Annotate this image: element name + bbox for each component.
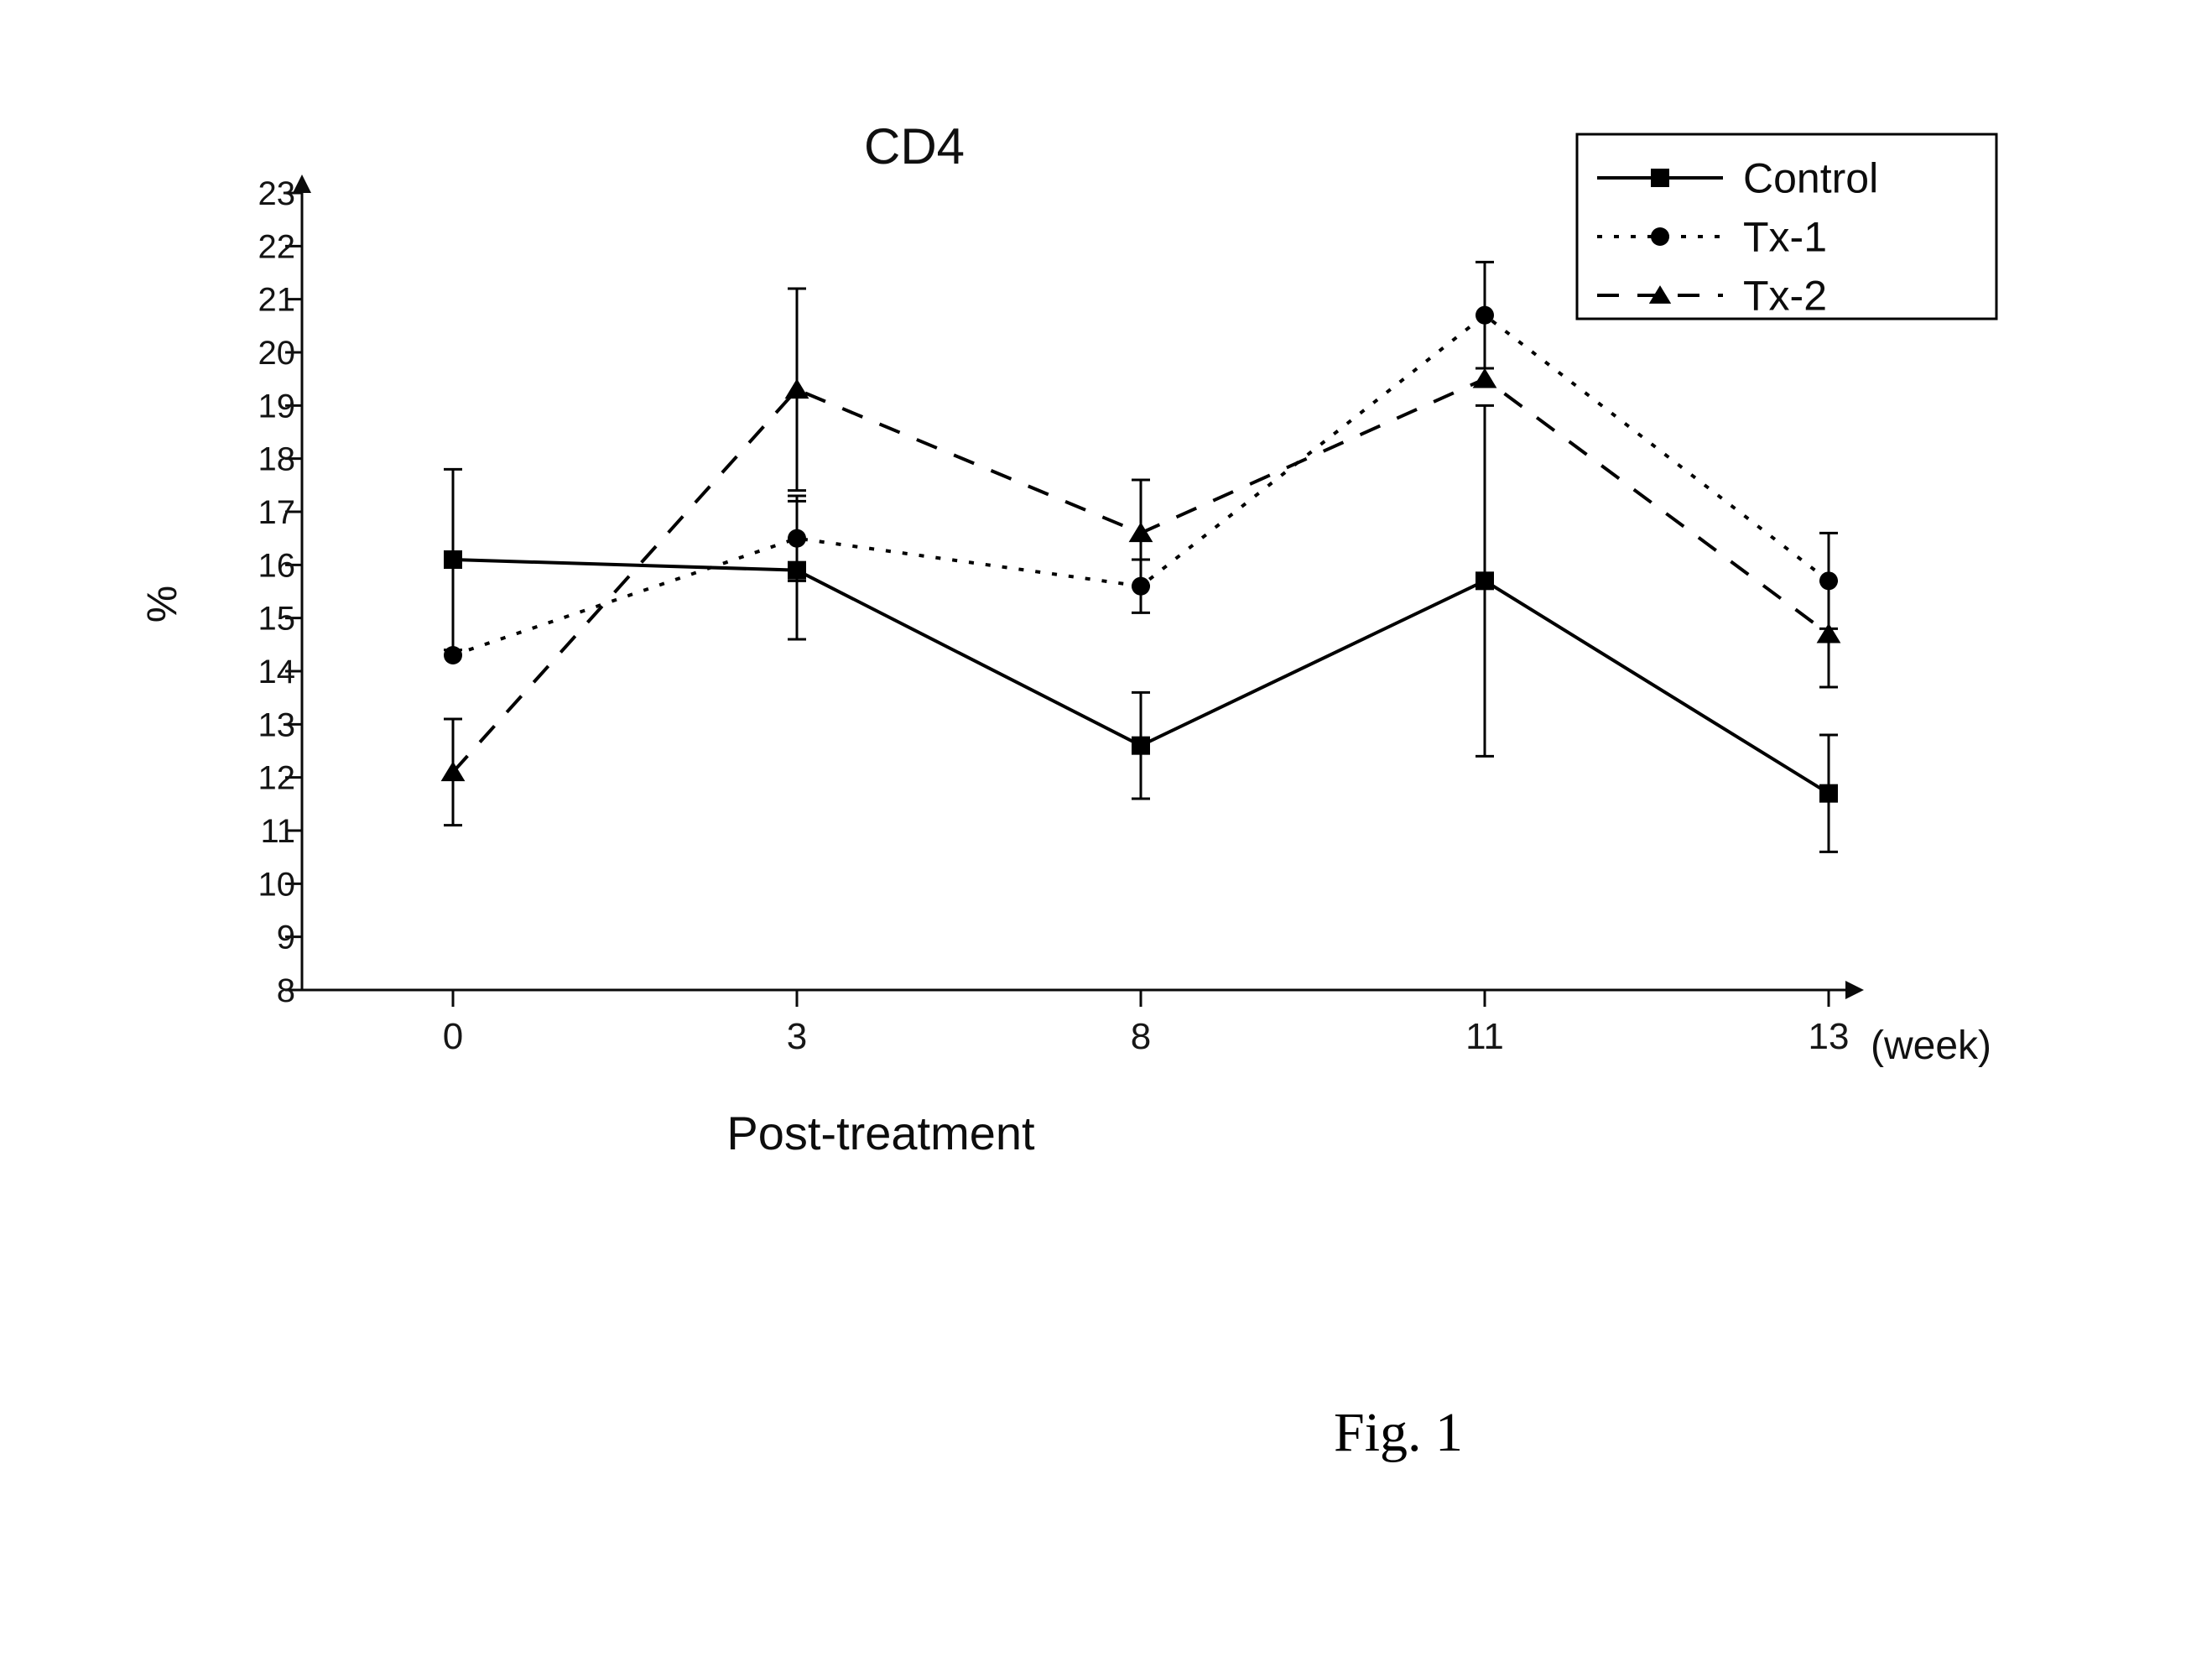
- figure-container: 8 9 10 11 12 13 14 15 16 17 18 19 20 21 22 23% 0 3 8 11 13 Po…: [0, 0, 2212, 1662]
- svg-text:CD4: CD4: [864, 118, 965, 175]
- svg-text:17: 17: [258, 494, 296, 531]
- svg-text:19: 19: [258, 388, 296, 425]
- svg-text:16: 16: [258, 547, 296, 584]
- svg-text:11: 11: [1465, 1016, 1504, 1057]
- svg-text:Tx-1: Tx-1: [1743, 214, 1827, 261]
- svg-text:3: 3: [787, 1016, 807, 1057]
- svg-text:%: %: [138, 586, 185, 623]
- svg-text:18: 18: [258, 441, 296, 478]
- svg-text:13: 13: [1809, 1016, 1850, 1057]
- legend: Control Tx-1 Tx-2: [1577, 134, 1996, 320]
- svg-text:14: 14: [258, 654, 296, 690]
- svg-text:11: 11: [260, 813, 295, 850]
- svg-text:20: 20: [258, 335, 296, 372]
- svg-text:10: 10: [258, 866, 296, 903]
- svg-text:(week): (week): [1871, 1024, 1991, 1068]
- svg-text:13: 13: [258, 706, 296, 743]
- svg-text:23: 23: [258, 175, 296, 212]
- svg-text:22: 22: [258, 228, 296, 265]
- svg-text:8: 8: [277, 972, 295, 1009]
- svg-text:8: 8: [1131, 1016, 1151, 1057]
- svg-text:12: 12: [258, 760, 296, 797]
- svg-text:Post-treatment: Post-treatment: [726, 1107, 1035, 1159]
- svg-text:0: 0: [443, 1016, 463, 1057]
- svg-text:Control: Control: [1743, 155, 1878, 202]
- cd4-line-chart: 8 9 10 11 12 13 14 15 16 17 18 19 20 21 22 23% 0 3 8 11 13 Po…: [0, 0, 2212, 1662]
- figure-caption: Fig. 1: [1334, 1401, 1463, 1465]
- svg-text:9: 9: [277, 920, 295, 956]
- svg-text:Tx-2: Tx-2: [1743, 273, 1827, 320]
- svg-text:21: 21: [258, 282, 296, 319]
- svg-text:15: 15: [258, 601, 296, 638]
